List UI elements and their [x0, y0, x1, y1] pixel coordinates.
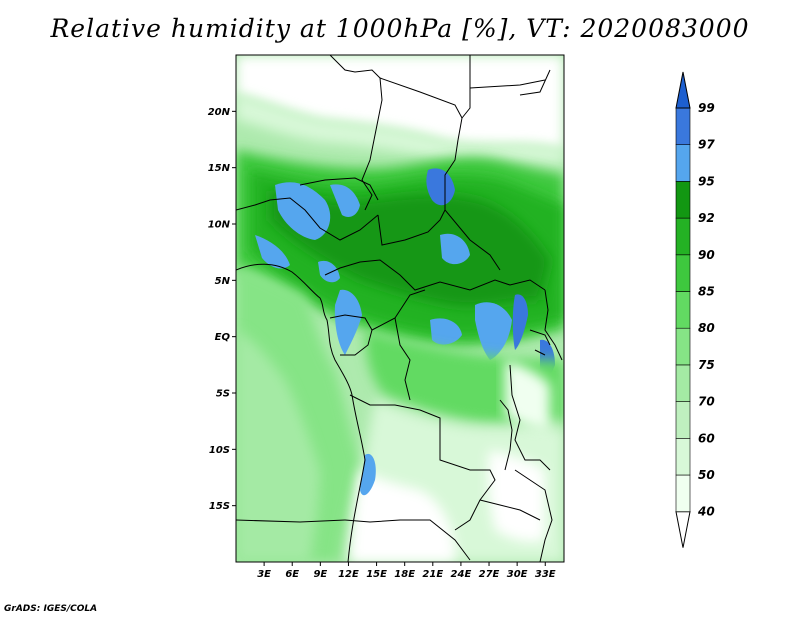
colorbar-label: 92: [698, 211, 715, 225]
lat-tick-eq: EQ: [215, 332, 236, 343]
grads-credit: GrADS: IGES/COLA: [4, 604, 98, 614]
humidity-field: [236, 55, 564, 562]
lat-tick-5n: 5N: [215, 276, 236, 287]
lat-tick-label: EQ: [215, 332, 231, 343]
colorbar-band: [675, 254, 691, 292]
lon-tick-label: 33E: [535, 569, 556, 580]
lat-tick-label: 10S: [209, 445, 230, 456]
colorbar-label: 97: [698, 138, 715, 152]
colorbar-label: 40: [697, 505, 715, 519]
map-frame: [235, 54, 565, 563]
map-title: Relative humidity at 1000hPa [%], VT: 20…: [50, 14, 750, 43]
colorbar-band: [675, 181, 691, 219]
lat-tick-label: 15N: [208, 163, 231, 174]
lon-tick-15e: 15E: [366, 562, 387, 580]
colorbar-label: 99: [698, 101, 715, 115]
lon-tick-33e: 33E: [535, 562, 556, 580]
lat-tick-label: 15S: [209, 501, 230, 512]
longitude-axis: 3E 6E 9E 12E 15E 18E 21E 24E 27E 30E 33E: [257, 562, 556, 580]
colorbar-label: 85: [698, 285, 715, 299]
colorbar-band: [675, 217, 691, 256]
country-borders: [236, 55, 563, 562]
colorbar-label: 75: [698, 358, 715, 372]
colorbar-label: 60: [698, 431, 715, 445]
colorbar-band: [675, 401, 691, 439]
colorbar-above-triangle: [675, 71, 691, 109]
lat-tick-20n: 20N: [208, 107, 236, 118]
lon-tick-label: 27E: [479, 569, 500, 580]
lon-tick-label: 18E: [394, 569, 415, 580]
colorbar-band: [675, 364, 691, 402]
lon-tick-3e: 3E: [257, 562, 271, 580]
lon-tick-12e: 12E: [338, 562, 359, 580]
lon-tick-18e: 18E: [394, 562, 415, 580]
lon-tick-label: 24E: [451, 569, 472, 580]
lon-tick-label: 9E: [313, 569, 327, 580]
lat-tick-label: 5N: [215, 276, 231, 287]
colorbar-label: 80: [698, 321, 715, 335]
colorbar-band: [675, 437, 691, 476]
lon-tick-21e: 21E: [422, 562, 443, 580]
lat-tick-label: 5S: [216, 389, 230, 400]
lat-tick-15s: 15S: [209, 501, 236, 512]
lat-tick-10n: 10N: [208, 220, 236, 231]
lon-tick-24e: 24E: [451, 562, 472, 580]
lat-tick-label: 20N: [208, 107, 231, 118]
colorbar-band: [675, 474, 691, 513]
lon-tick-label: 6E: [285, 569, 299, 580]
colorbar-band: [675, 144, 691, 182]
colorbar-band: [675, 291, 691, 329]
lat-tick-10s: 10S: [209, 445, 236, 456]
lat-tick-5s: 5S: [216, 389, 236, 400]
colorbar-label: 70: [698, 395, 715, 409]
latitude-axis: 20N 15N 10N 5N EQ 5S 10S 15S: [208, 107, 236, 512]
lon-tick-6e: 6E: [285, 562, 299, 580]
lat-tick-15n: 15N: [208, 163, 236, 174]
lon-tick-27e: 27E: [479, 562, 500, 580]
lon-tick-label: 3E: [257, 569, 271, 580]
lon-tick-label: 30E: [507, 569, 528, 580]
lon-tick-30e: 30E: [507, 562, 528, 580]
colorbar-label: 95: [698, 174, 715, 188]
colorbar-below-triangle: [675, 511, 691, 548]
colorbar-band: [675, 327, 691, 366]
colorbar-label: 50: [698, 468, 715, 482]
lat-tick-label: 10N: [208, 220, 231, 231]
lon-tick-label: 21E: [422, 569, 443, 580]
lon-tick-label: 15E: [366, 569, 387, 580]
colorbar-band: [675, 107, 691, 146]
lon-tick-9e: 9E: [313, 562, 327, 580]
colorbar: 40 50 60 70 75 80 85 90 92 95 97 99: [675, 71, 715, 548]
colorbar-label: 90: [698, 248, 715, 262]
lon-tick-label: 12E: [338, 569, 359, 580]
